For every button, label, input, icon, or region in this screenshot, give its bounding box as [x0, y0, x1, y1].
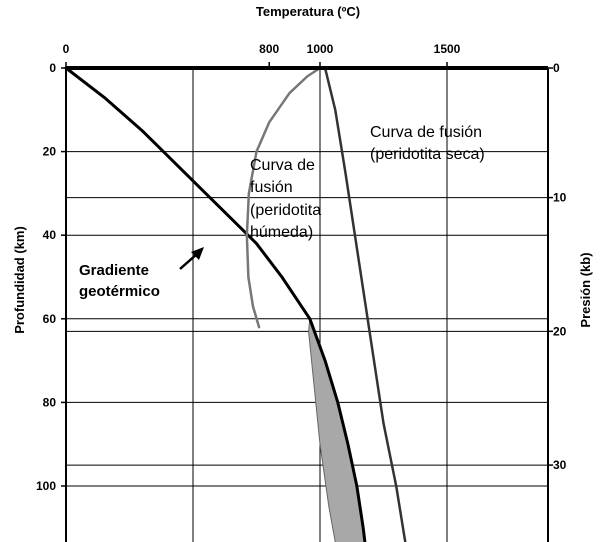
- annotation-dry-line-1: Curva de fusión: [370, 124, 482, 141]
- melt-zone-shading: [308, 318, 366, 542]
- y2-axis-title: Presión (kb): [578, 252, 593, 327]
- y-tick-label: 80: [43, 395, 57, 409]
- y-tick-label: 40: [43, 228, 57, 242]
- x-tick-label: 800: [259, 42, 279, 56]
- annotation-wet-solidus: Curva de fusión (peridotita húmeda): [250, 157, 326, 241]
- series-dry-solidus: [323, 66, 407, 542]
- melt-region: [308, 318, 366, 542]
- series-lines: [64, 66, 407, 542]
- series-geotherm: [64, 66, 367, 542]
- arrow-head-icon: [191, 247, 204, 260]
- y-tick-label: 100: [36, 479, 56, 493]
- plot-frame: [65, 66, 549, 542]
- annotation-dry-solidus: Curva de fusión (peridotita seca): [370, 124, 487, 163]
- y-axis-title: Profundidad (km): [12, 226, 27, 334]
- y2-tick-label: 20: [553, 324, 567, 338]
- geotherm-arrow: [179, 247, 204, 270]
- annotation-wet-line-2: fusión: [250, 179, 293, 196]
- x-tick-label: 1000: [307, 42, 334, 56]
- y2-tick-label: 30: [553, 458, 567, 472]
- x-axis-title: Temperatura (ºC): [256, 4, 360, 19]
- annotation-wet-line-3: (peridotita: [250, 202, 321, 219]
- y2-tick-label: 0: [553, 61, 560, 75]
- annotation-dry-line-2: (peridotita seca): [370, 146, 485, 163]
- annotation-wet-line-4: húmeda): [250, 224, 313, 241]
- y2-tick-label: 10: [553, 191, 567, 205]
- annotations: Curva de fusión (peridotita húmeda) Curv…: [79, 124, 487, 300]
- annotation-geo-line-2: geotérmico: [79, 283, 160, 300]
- y-tick-label: 0: [49, 61, 56, 75]
- y-tick-label: 20: [43, 145, 57, 159]
- x-tick-label: 0: [63, 42, 70, 56]
- y-tick-label: 60: [43, 312, 57, 326]
- annotation-wet-line-1: Curva de: [250, 157, 315, 174]
- annotation-geotherm: Gradiente geotérmico: [79, 262, 160, 300]
- gridlines: [66, 68, 548, 542]
- x-tick-label: 1500: [434, 42, 461, 56]
- annotation-geo-line-1: Gradiente: [79, 262, 149, 279]
- series-wet-solidus: [245, 66, 322, 329]
